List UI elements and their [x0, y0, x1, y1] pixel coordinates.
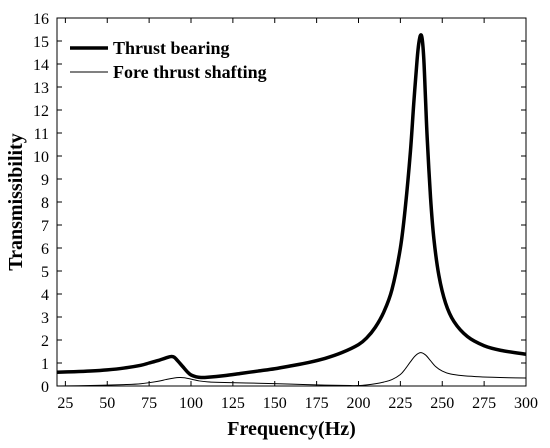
y-tick-label: 8 — [41, 195, 49, 212]
x-tick-label: 75 — [141, 395, 157, 412]
x-tick-label: 300 — [514, 395, 538, 412]
x-tick-label: 175 — [305, 395, 329, 412]
x-tick-label: 125 — [221, 395, 245, 412]
x-tick-label: 200 — [347, 395, 371, 412]
y-tick-label: 15 — [33, 34, 49, 51]
x-tick-label: 50 — [99, 395, 115, 412]
y-tick-label: 6 — [41, 241, 49, 258]
y-tick-label: 0 — [41, 379, 49, 396]
x-tick-label: 275 — [472, 395, 496, 412]
y-tick-label: 2 — [41, 333, 49, 350]
axis-ticks: 25 50 75 100 125 150 175 200 225 250 275 3000123456… — [33, 11, 538, 412]
y-tick-label: 13 — [33, 80, 49, 97]
y-tick-label: 3 — [41, 310, 49, 327]
legend-label-fore-thrust-shafting: Fore thrust shafting — [113, 62, 267, 82]
series-line-fore-thrust-shafting — [56, 352, 527, 387]
series-line-thrust-bearing — [56, 33, 527, 380]
legend: Thrust bearing Fore thrust shafting — [70, 38, 267, 82]
legend-label-thrust-bearing: Thrust bearing — [113, 38, 230, 58]
x-tick-label: 225 — [388, 395, 412, 412]
y-tick-label: 7 — [41, 218, 49, 235]
y-tick-label: 10 — [33, 149, 49, 166]
x-tick-label: 150 — [263, 395, 287, 412]
x-tick-label: 250 — [430, 395, 454, 412]
y-tick-label: 5 — [41, 264, 49, 281]
plot-area — [56, 17, 527, 387]
y-tick-label: 9 — [41, 172, 49, 189]
y-tick-label: 4 — [41, 287, 49, 304]
y-axis-title: Transmissibility — [5, 133, 27, 270]
y-tick-label: 16 — [33, 11, 49, 28]
x-tick-label: 25 — [57, 395, 73, 412]
y-tick-label: 1 — [41, 356, 49, 373]
y-tick-label: 11 — [34, 126, 49, 143]
y-tick-label: 12 — [33, 103, 49, 120]
series-layer — [56, 33, 527, 387]
x-tick-label: 100 — [179, 395, 203, 412]
x-axis-title: Frequency(Hz) — [227, 418, 356, 440]
y-tick-label: 14 — [33, 57, 49, 74]
